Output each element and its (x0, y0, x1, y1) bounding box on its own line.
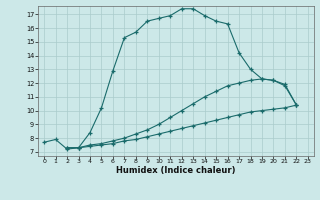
X-axis label: Humidex (Indice chaleur): Humidex (Indice chaleur) (116, 166, 236, 175)
